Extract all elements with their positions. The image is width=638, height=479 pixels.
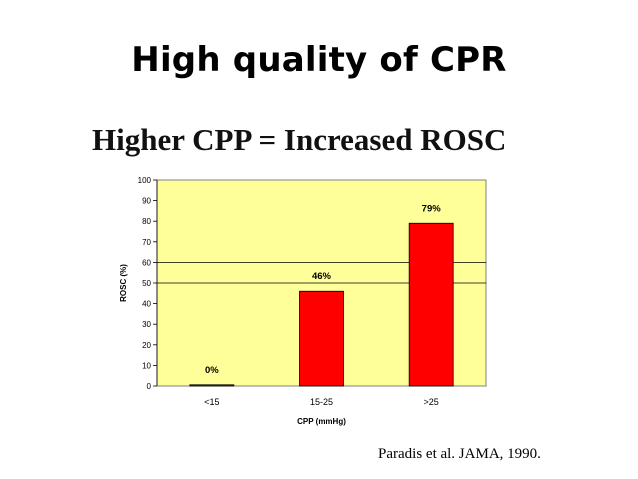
bar xyxy=(189,384,235,387)
y-axis-ticks: 0 10 20 30 40 50 60 70 80 90 100 xyxy=(138,176,157,391)
bar xyxy=(408,222,454,387)
x-axis-category-labels: <15 15-25 >25 xyxy=(204,397,439,407)
data-label: 79% xyxy=(422,203,442,214)
y-axis-title: ROSC (%) xyxy=(119,264,128,302)
data-label: 46% xyxy=(312,271,332,282)
y-tick-label: 70 xyxy=(142,238,151,247)
bar xyxy=(299,290,344,387)
data-label: 0% xyxy=(205,365,219,376)
data-labels: 0% 46% 79% xyxy=(205,203,441,376)
x-tick-label: <15 xyxy=(204,397,219,407)
slide-title: High quality of CPR xyxy=(131,40,507,80)
y-tick-label: 50 xyxy=(142,279,151,288)
y-tick-label: 90 xyxy=(142,197,151,206)
y-tick-label: 80 xyxy=(142,217,151,226)
x-axis-title: CPP (mmHg) xyxy=(297,417,346,426)
y-tick-label: 10 xyxy=(142,361,151,370)
citation: Paradis et al. JAMA, 1990. xyxy=(378,446,541,462)
x-tick-label: >25 xyxy=(424,397,439,407)
y-tick-label: 60 xyxy=(142,258,151,267)
y-tick-label: 0 xyxy=(147,382,152,391)
slide-subtitle: Higher CPP = Increased ROSC xyxy=(92,122,507,157)
y-tick-label: 100 xyxy=(138,176,152,185)
bars xyxy=(189,222,454,387)
y-tick-label: 20 xyxy=(142,341,151,350)
y-tick-label: 30 xyxy=(142,320,151,329)
y-tick-label: 40 xyxy=(142,300,151,309)
x-tick-label: 15-25 xyxy=(310,397,333,407)
